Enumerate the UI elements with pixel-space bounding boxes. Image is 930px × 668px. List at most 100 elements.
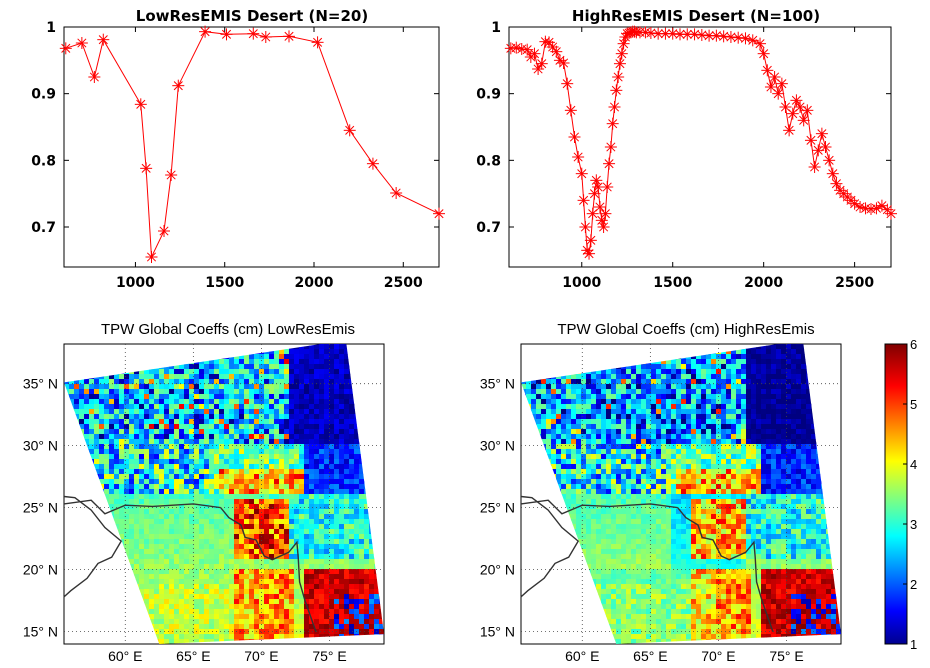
- lowres-emis-point: [283, 30, 295, 43]
- tpw-lowres-cell: [219, 394, 225, 400]
- tpw-highres-cell: [651, 409, 657, 415]
- tpw-lowres-cell: [119, 434, 125, 440]
- tpw-highres-cell: [786, 389, 792, 395]
- tpw-lowres-cell: [159, 434, 165, 440]
- tpw-highres-cell: [746, 359, 752, 365]
- tpw-lowres-cell: [319, 519, 325, 525]
- tpw-lowres-cell: [334, 389, 340, 395]
- tpw-lowres-cell: [244, 449, 250, 455]
- tpw-lowres-cell: [154, 614, 160, 620]
- tpw-highres-cell: [531, 409, 537, 415]
- tpw-lowres-cell: [204, 609, 210, 615]
- tpw-lowres-cell: [309, 454, 315, 460]
- tpw-lowres-cell: [314, 384, 320, 390]
- tpw-lowres-cell: [334, 609, 340, 615]
- tpw-lowres-cell: [249, 539, 255, 545]
- tpw-lowres-cell: [239, 449, 245, 455]
- tpw-lowres-cell: [309, 459, 315, 465]
- tpw-highres-cell: [641, 399, 647, 405]
- tpw-lowres-cell: [169, 594, 175, 600]
- tpw-lowres-cell: [144, 374, 150, 380]
- tpw-lowres-cell: [324, 524, 330, 530]
- tpw-lowres-cell: [249, 374, 255, 380]
- tpw-lowres-cell: [314, 374, 320, 380]
- tpw-lowres-cell: [299, 359, 305, 365]
- tpw-lowres-cell: [229, 434, 235, 440]
- tpw-lowres-cell: [224, 369, 230, 375]
- tpw-lowres-cell: [284, 554, 290, 560]
- tpw-lowres-cell: [334, 424, 340, 430]
- tpw-lowres-cell: [339, 524, 345, 530]
- tpw-highres-cell: [536, 389, 542, 395]
- tpw-lowres-cell: [174, 489, 180, 495]
- tpw-highres-cell: [601, 379, 607, 385]
- highres-emis-point: [804, 134, 817, 147]
- tpw-highres-cell: [736, 349, 742, 355]
- tpw-lowres-cell: [179, 624, 185, 630]
- tpw-lowres-cell: [309, 579, 315, 585]
- tpw-lowres-cell: [349, 519, 355, 525]
- tpw-lowres-cell: [104, 459, 110, 465]
- tpw-lowres-cell: [249, 454, 255, 460]
- tpw-lowres-cell: [154, 564, 160, 570]
- tpw-lowres-cell: [364, 564, 370, 570]
- tpw-highres-cell: [666, 399, 672, 405]
- tpw-lowres-cell: [104, 434, 110, 440]
- tpw-lowres-cell: [109, 394, 115, 400]
- tpw-highres-cell: [766, 414, 772, 420]
- tpw-lowres-cell: [174, 404, 180, 410]
- tpw-lowres-cell: [279, 379, 285, 385]
- tpw-lowres-cell: [329, 454, 335, 460]
- tpw-lowres-cell: [184, 399, 190, 405]
- tpw-lowres-cell: [369, 604, 375, 610]
- tpw-lowres-cell: [199, 519, 205, 525]
- tpw-highres-cell: [541, 389, 547, 395]
- tpw-lowres-cell: [294, 419, 300, 425]
- tpw-lowres-cell: [219, 484, 225, 490]
- tpw-highres-cell: [716, 359, 722, 365]
- tpw-lowres-cell: [154, 414, 160, 420]
- tpw-lowres-cell: [339, 579, 345, 585]
- tpw-lowres-cell: [274, 599, 280, 605]
- tpw-lowres-cell: [229, 544, 235, 550]
- tpw-highres-cell: [696, 369, 702, 375]
- tpw-highres-cell: [551, 389, 557, 395]
- tpw-lowres-cell: [314, 479, 320, 485]
- tpw-lowres-cell: [119, 474, 125, 480]
- tpw-lowres-cell: [344, 479, 350, 485]
- tpw-lowres-cell: [314, 584, 320, 590]
- tpw-highres-cell: [581, 409, 587, 415]
- tpw-lowres-cell: [264, 434, 270, 440]
- tpw-lowres-cell: [209, 539, 215, 545]
- tpw-lowres-cell: [119, 384, 125, 390]
- tpw-lowres-cell: [344, 384, 350, 390]
- tpw-lowres-cell: [174, 459, 180, 465]
- tpw-lowres-cell: [339, 479, 345, 485]
- tpw-lowres-cell: [274, 429, 280, 435]
- tpw-lowres-cell: [304, 519, 310, 525]
- tpw-lowres-cell: [304, 514, 310, 520]
- tpw-lowres-cell: [234, 529, 240, 535]
- tpw-lowres-cell: [319, 599, 325, 605]
- tpw-lowres-cell: [324, 574, 330, 580]
- tpw-lowres-cell: [159, 559, 165, 565]
- tpw-lowres-cell: [184, 389, 190, 395]
- tpw-lowres-cell: [289, 434, 295, 440]
- tpw-lowres-cell: [224, 414, 230, 420]
- tpw-lowres-cell: [184, 569, 190, 575]
- tpw-lowres-cell: [374, 584, 380, 590]
- tpw-lowres-cell: [284, 624, 290, 630]
- tpw-lowres-cell: [334, 369, 340, 375]
- tpw-lowres-cell: [269, 539, 275, 545]
- tpw-lowres-cell: [229, 464, 235, 470]
- tpw-lowres-cell: [164, 629, 170, 635]
- tpw-highres-cell: [696, 409, 702, 415]
- tpw-lowres-cell: [309, 399, 315, 405]
- tpw-lowres-cell: [234, 534, 240, 540]
- tpw-lowres-cell: [274, 539, 280, 545]
- tpw-highres-cell: [791, 354, 797, 360]
- tpw-lowres-cell: [284, 409, 290, 415]
- tpw-lowres-cell: [339, 539, 345, 545]
- tpw-highres-cell: [631, 399, 637, 405]
- tpw-lowres-cell: [144, 384, 150, 390]
